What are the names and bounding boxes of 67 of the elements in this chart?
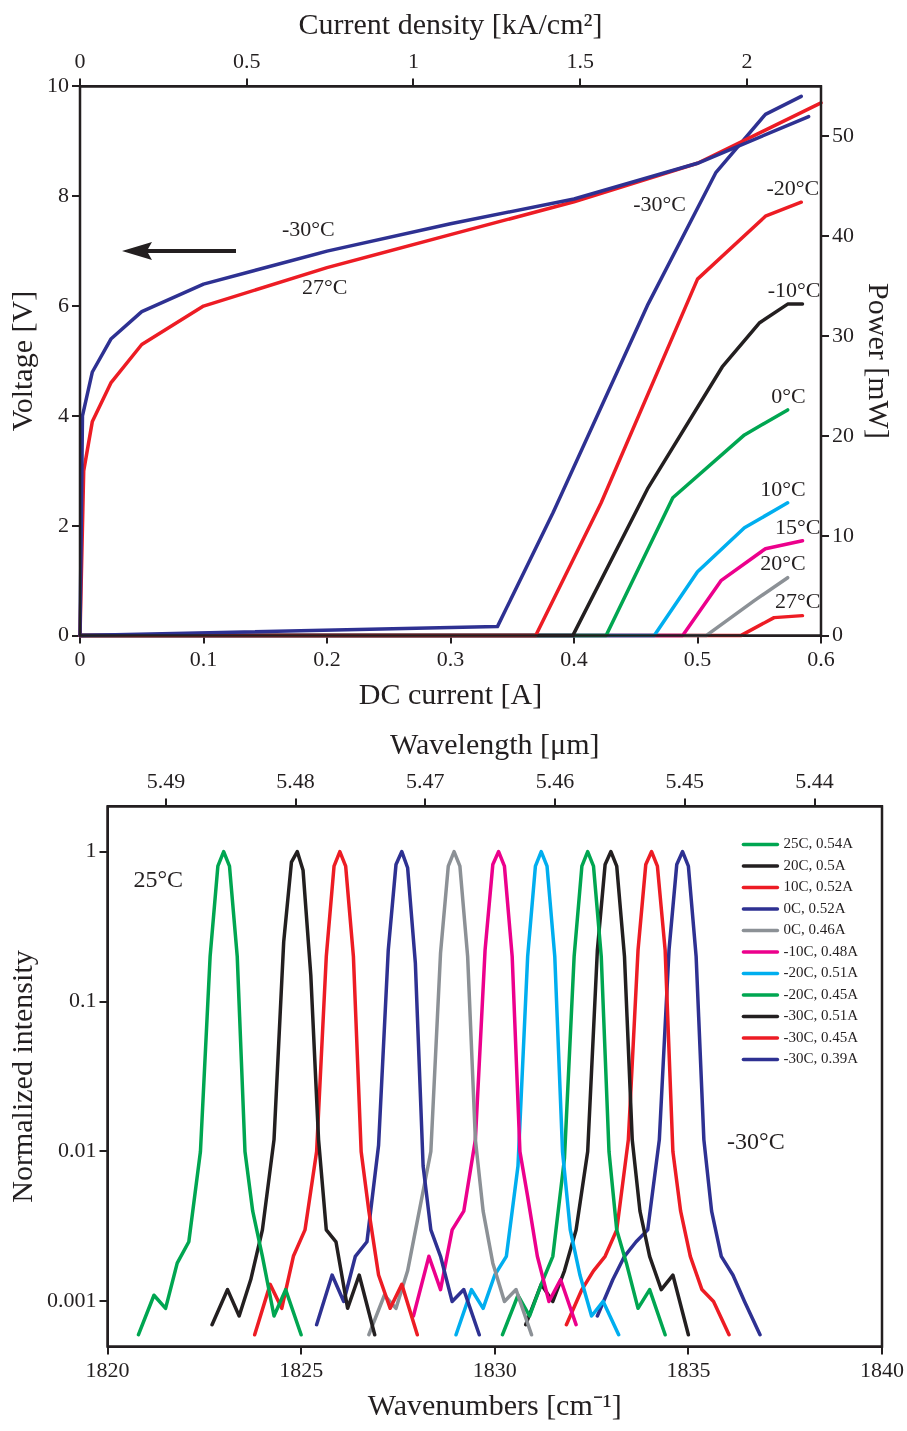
y-tick-label: 2 xyxy=(58,511,69,537)
x-axis-title: Wavenumbers [cm⁻¹] xyxy=(367,1387,622,1421)
y2-tick-label: 30 xyxy=(832,321,854,347)
legend-label: -30C, 0.39A xyxy=(783,1050,859,1067)
x2-tick-label: 5.44 xyxy=(795,767,834,793)
series-label: 27°C xyxy=(302,274,348,300)
series-label: -30°C xyxy=(282,215,335,241)
x2-tick-label: 5.48 xyxy=(276,767,315,793)
x2-tick-label: 5.49 xyxy=(146,767,186,793)
series-label: 0°C xyxy=(771,382,806,408)
x-tick-label: 1840 xyxy=(860,1356,904,1382)
y-tick-label: 6 xyxy=(58,291,69,317)
series-label: 27°C xyxy=(774,588,821,614)
series-label: -20°C xyxy=(766,175,820,201)
y-axis-title: Normalized intensity xyxy=(4,950,38,1203)
series-label: 15°C xyxy=(774,513,821,539)
y2-tick-label: 0 xyxy=(832,621,843,647)
y-tick-label: 10 xyxy=(47,72,69,98)
x2-tick-label: 5.46 xyxy=(535,767,575,793)
x-tick-label: 1830 xyxy=(472,1356,517,1382)
y2-axis-title: Power [mW] xyxy=(863,283,897,439)
series-label: 10°C xyxy=(760,475,806,501)
x-tick-label: 1820 xyxy=(85,1356,130,1382)
x-tick-label: 0.2 xyxy=(313,645,341,671)
y-tick-label: 0.001 xyxy=(47,1287,97,1313)
annotation: -30°C xyxy=(727,1127,785,1154)
x-tick-label: 0.3 xyxy=(436,645,465,671)
legend-label: -10C, 0.48A xyxy=(783,942,859,959)
y2-tick-label: 20 xyxy=(832,421,854,447)
y-tick-label: 0 xyxy=(58,621,69,647)
x-tick-label: 1825 xyxy=(279,1356,324,1382)
y-tick-label: 0.01 xyxy=(58,1137,97,1163)
x2-tick-label: 5.45 xyxy=(665,767,705,793)
x-tick-label: 0.4 xyxy=(560,645,588,671)
series-label: -10°C xyxy=(767,276,821,302)
x2-axis-title: Wavelength [μm] xyxy=(390,726,600,760)
legend-label: 10C, 0.52A xyxy=(783,878,854,895)
legend-label: -20C, 0.51A xyxy=(783,964,859,981)
y2-tick-label: 40 xyxy=(832,221,854,247)
y2-tick-label: 50 xyxy=(832,122,854,148)
y-axis-title: Voltage [V] xyxy=(4,290,38,432)
legend-label: -20C, 0.45A xyxy=(783,985,859,1002)
legend-label: 25C, 0.54A xyxy=(783,835,854,852)
x2-tick-label: 1.5 xyxy=(566,47,594,73)
series-label: 20°C xyxy=(760,550,806,576)
x2-tick-label: 0.5 xyxy=(232,47,261,73)
x-tick-label: 0.6 xyxy=(807,645,835,671)
x-tick-label: 0.1 xyxy=(189,645,218,671)
y-tick-label: 0.1 xyxy=(69,987,97,1013)
x2-tick-label: 2 xyxy=(741,47,753,73)
legend-label: -30C, 0.45A xyxy=(783,1028,859,1045)
x2-tick-label: 5.47 xyxy=(406,767,445,793)
legend-label: -30C, 0.51A xyxy=(783,1007,859,1024)
legend-label: 0C, 0.46A xyxy=(783,921,846,938)
x-tick-label: 0.5 xyxy=(683,645,712,671)
series-label: -30°C xyxy=(633,191,687,217)
x-tick-label: 1835 xyxy=(666,1356,711,1382)
legend-label: 20C, 0.5A xyxy=(783,856,846,873)
x2-axis-title: Current density [kA/cm²] xyxy=(298,6,603,40)
y-tick-label: 4 xyxy=(58,401,69,427)
x-axis-title: DC current [A] xyxy=(358,676,543,710)
legend-label: 0C, 0.52A xyxy=(783,899,846,916)
y-tick-label: 1 xyxy=(85,837,97,863)
y-tick-label: 8 xyxy=(58,182,69,208)
x2-tick-label: 1 xyxy=(407,47,419,73)
annotation: 25°C xyxy=(133,865,184,892)
y2-tick-label: 10 xyxy=(832,521,854,547)
